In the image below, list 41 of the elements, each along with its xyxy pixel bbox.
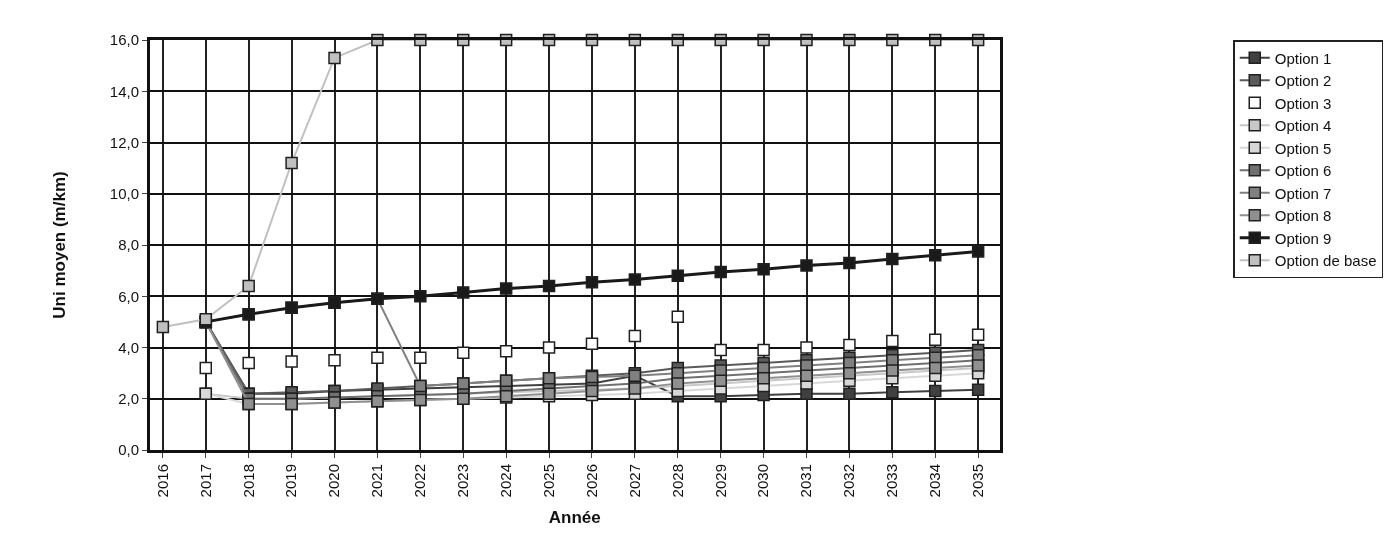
x-tick-label: 2016	[153, 464, 171, 498]
y-tick-label: 14,0	[109, 82, 139, 100]
legend-label: Option 6	[1274, 162, 1332, 180]
legend-label: Option 9	[1274, 229, 1332, 247]
y-tick-label: 16,0	[109, 31, 139, 49]
x-tick-label: 2028	[668, 464, 686, 498]
legend-label: Option 7	[1274, 184, 1332, 202]
x-axis-title: Année	[548, 507, 601, 527]
x-tick-label: 2022	[411, 464, 429, 498]
x-tick-label: 2030	[754, 464, 772, 498]
x-tick-label: 2025	[539, 464, 557, 498]
legend-label: Option 3	[1274, 94, 1332, 112]
y-tick-label: 2,0	[118, 390, 139, 407]
x-tick-label: 2027	[625, 464, 643, 498]
x-tick-label: 2026	[582, 464, 600, 498]
x-tick-label: 2019	[282, 464, 300, 498]
x-tick-label: 2024	[497, 464, 515, 498]
x-tick-label: 2032	[840, 464, 858, 498]
y-tick-label: 10,0	[109, 185, 139, 202]
legend-label: Option 8	[1274, 207, 1332, 225]
legend-label: Option de base	[1274, 252, 1377, 270]
y-tick-label: 8,0	[118, 236, 139, 254]
x-tick-label: 2017	[196, 464, 214, 498]
x-tick-label: 2020	[325, 464, 343, 498]
y-axis-title: Uni moyen (m/km)	[50, 171, 70, 319]
x-tick-label: 2023	[454, 464, 472, 498]
y-tick-label: 6,0	[118, 287, 139, 305]
legend-label: Option 5	[1274, 139, 1332, 157]
x-tick-label: 2031	[797, 464, 815, 498]
x-tick-label: 2029	[711, 464, 729, 498]
y-tick-label: 4,0	[118, 338, 139, 356]
x-tick-label: 2034	[926, 464, 944, 498]
x-tick-label: 2018	[239, 464, 257, 498]
x-tick-label: 2035	[969, 464, 987, 498]
legend-label: Option 1	[1274, 49, 1332, 67]
x-tick-label: 2021	[368, 464, 386, 498]
y-tick-label: 12,0	[109, 133, 139, 151]
legend-label: Option 4	[1274, 117, 1332, 135]
y-tick-label: 0,0	[118, 441, 139, 459]
legend-label: Option 2	[1274, 72, 1332, 90]
x-tick-label: 2033	[883, 464, 901, 498]
